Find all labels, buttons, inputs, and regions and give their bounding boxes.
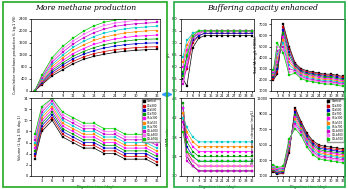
X-axis label: Digestion time (day): Digestion time (day)	[290, 185, 326, 189]
Y-axis label: pH: pH	[166, 52, 171, 57]
X-axis label: Digestion time (day): Digestion time (day)	[290, 100, 326, 104]
Y-axis label: IA/PA ratio: IA/PA ratio	[166, 128, 171, 146]
X-axis label: Digestion time (day): Digestion time (day)	[77, 185, 114, 189]
X-axis label: Digestion time (day): Digestion time (day)	[199, 185, 236, 189]
X-axis label: Digestion time (day): Digestion time (day)	[77, 100, 114, 104]
Legend: Control, C1b300, C1b500, C1b700, YS-b300, YS-b500, YS-b700, CG-b300, CG-b500, CG: Control, C1b300, C1b500, C1b700, YS-b300…	[327, 99, 344, 142]
Y-axis label: Cumulative methane production (L kg-1 VS): Cumulative methane production (L kg-1 VS…	[14, 15, 17, 94]
Y-axis label: Volume (L kg-1 VS day-1): Volume (L kg-1 VS day-1)	[18, 115, 22, 160]
X-axis label: Digestion time (day): Digestion time (day)	[199, 100, 236, 104]
Text: More methane production: More methane production	[35, 4, 136, 12]
Text: Buffering capacity enhanced: Buffering capacity enhanced	[207, 4, 318, 12]
Legend: Control, C1b300, C1b500, C1b700, YS-b300, YS-b500, YS-b700, CG-b300, CG-b500, CG: Control, C1b300, C1b500, C1b700, YS-b300…	[142, 99, 159, 142]
Y-axis label: Total FA (mg/L COD/L): Total FA (mg/L COD/L)	[254, 36, 258, 74]
Y-axis label: Total ammonia nitrogen (mg/L): Total ammonia nitrogen (mg/L)	[251, 109, 255, 165]
